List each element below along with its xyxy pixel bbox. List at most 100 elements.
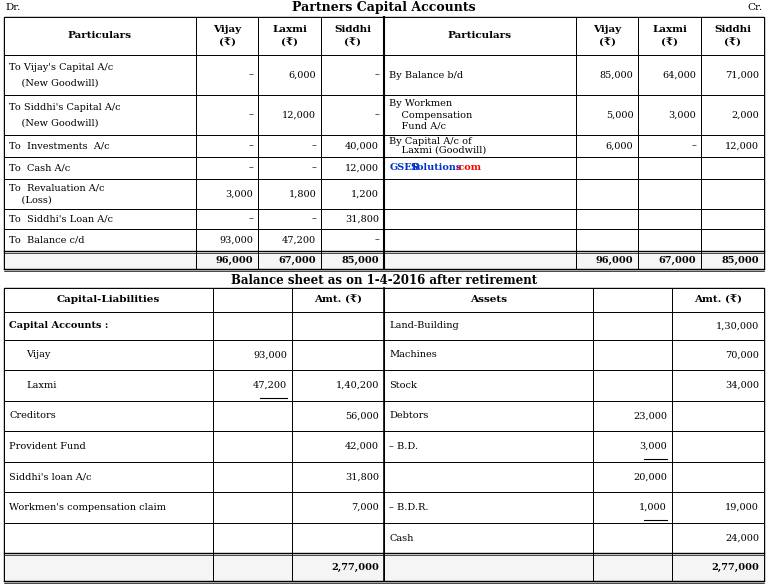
Bar xyxy=(4,95,196,135)
Bar xyxy=(594,462,672,492)
Text: To  Revaluation A/c: To Revaluation A/c xyxy=(9,184,104,192)
Bar xyxy=(384,229,576,251)
Bar xyxy=(576,157,638,179)
Text: Dr.: Dr. xyxy=(5,2,21,12)
Text: 12,000: 12,000 xyxy=(345,163,379,173)
Bar xyxy=(321,17,384,55)
Text: Partners Capital Accounts: Partners Capital Accounts xyxy=(292,1,476,13)
Bar xyxy=(638,17,701,55)
Text: (₹): (₹) xyxy=(281,39,298,47)
Bar xyxy=(672,431,764,462)
Bar xyxy=(321,135,384,157)
Bar xyxy=(4,251,196,269)
Text: To  Cash A/c: To Cash A/c xyxy=(9,163,70,173)
Bar xyxy=(259,17,321,55)
Bar xyxy=(384,370,594,401)
Bar xyxy=(196,179,259,209)
Text: Vijay: Vijay xyxy=(213,25,241,33)
Text: 93,000: 93,000 xyxy=(220,236,253,245)
Bar xyxy=(292,431,384,462)
Text: 47,200: 47,200 xyxy=(282,236,316,245)
Bar xyxy=(4,288,214,312)
Text: – B.D.: – B.D. xyxy=(389,442,418,451)
Bar xyxy=(259,55,321,95)
Bar xyxy=(4,17,196,55)
Bar xyxy=(701,17,764,55)
Text: Creditors: Creditors xyxy=(9,411,56,421)
Bar xyxy=(292,370,384,401)
Text: Cash: Cash xyxy=(389,534,413,542)
Text: Assets: Assets xyxy=(470,295,507,305)
Bar xyxy=(259,95,321,135)
Text: (₹): (₹) xyxy=(219,39,236,47)
Bar xyxy=(4,209,196,229)
Bar xyxy=(4,553,214,581)
Text: 3,000: 3,000 xyxy=(226,190,253,198)
Bar xyxy=(214,431,292,462)
Bar xyxy=(292,401,384,431)
Text: –: – xyxy=(249,111,253,119)
Bar xyxy=(701,95,764,135)
Bar xyxy=(4,340,214,370)
Text: – B.D.R.: – B.D.R. xyxy=(389,503,429,512)
Text: 47,200: 47,200 xyxy=(253,381,287,390)
Bar xyxy=(594,312,672,340)
Bar xyxy=(321,251,384,269)
Text: –: – xyxy=(374,111,379,119)
Bar xyxy=(4,135,196,157)
Bar xyxy=(594,288,672,312)
Bar xyxy=(638,157,701,179)
Text: Laxmi: Laxmi xyxy=(653,25,687,33)
Text: To Siddhi's Capital A/c: To Siddhi's Capital A/c xyxy=(9,102,121,112)
Bar xyxy=(4,288,764,581)
Text: Siddhi's loan A/c: Siddhi's loan A/c xyxy=(9,473,91,481)
Bar xyxy=(321,179,384,209)
Text: 96,000: 96,000 xyxy=(216,256,253,264)
Text: 1,40,200: 1,40,200 xyxy=(336,381,379,390)
Text: 42,000: 42,000 xyxy=(345,442,379,451)
Text: 3,000: 3,000 xyxy=(639,442,667,451)
Bar xyxy=(672,462,764,492)
Text: .com: .com xyxy=(455,163,481,173)
Text: 2,77,000: 2,77,000 xyxy=(711,563,759,572)
Text: 1,30,000: 1,30,000 xyxy=(716,321,759,331)
Bar xyxy=(4,55,196,95)
Bar xyxy=(214,312,292,340)
Bar xyxy=(196,135,259,157)
Text: 64,000: 64,000 xyxy=(662,71,697,80)
Bar xyxy=(321,229,384,251)
Bar xyxy=(214,370,292,401)
Bar xyxy=(672,340,764,370)
Text: 6,000: 6,000 xyxy=(289,71,316,80)
Bar xyxy=(672,370,764,401)
Bar xyxy=(594,401,672,431)
Text: Debtors: Debtors xyxy=(389,411,429,421)
Bar xyxy=(638,55,701,95)
Bar xyxy=(384,55,576,95)
Bar xyxy=(259,229,321,251)
Bar xyxy=(214,523,292,553)
Bar xyxy=(4,17,764,269)
Bar xyxy=(576,251,638,269)
Text: 1,000: 1,000 xyxy=(639,503,667,512)
Bar xyxy=(701,229,764,251)
Bar xyxy=(259,179,321,209)
Bar xyxy=(576,55,638,95)
Text: To  Balance c/d: To Balance c/d xyxy=(9,236,84,245)
Bar xyxy=(384,288,594,312)
Text: Siddhi: Siddhi xyxy=(714,25,751,33)
Text: Laxmi: Laxmi xyxy=(26,381,56,390)
Text: –: – xyxy=(374,236,379,245)
Bar xyxy=(638,209,701,229)
Bar xyxy=(384,401,594,431)
Bar xyxy=(672,288,764,312)
Text: Compensation: Compensation xyxy=(389,111,472,119)
Bar xyxy=(594,523,672,553)
Text: 3,000: 3,000 xyxy=(668,111,697,119)
Bar xyxy=(4,370,214,401)
Bar xyxy=(384,431,594,462)
Bar xyxy=(701,55,764,95)
Bar xyxy=(196,17,259,55)
Text: –: – xyxy=(311,215,316,223)
Bar xyxy=(576,209,638,229)
